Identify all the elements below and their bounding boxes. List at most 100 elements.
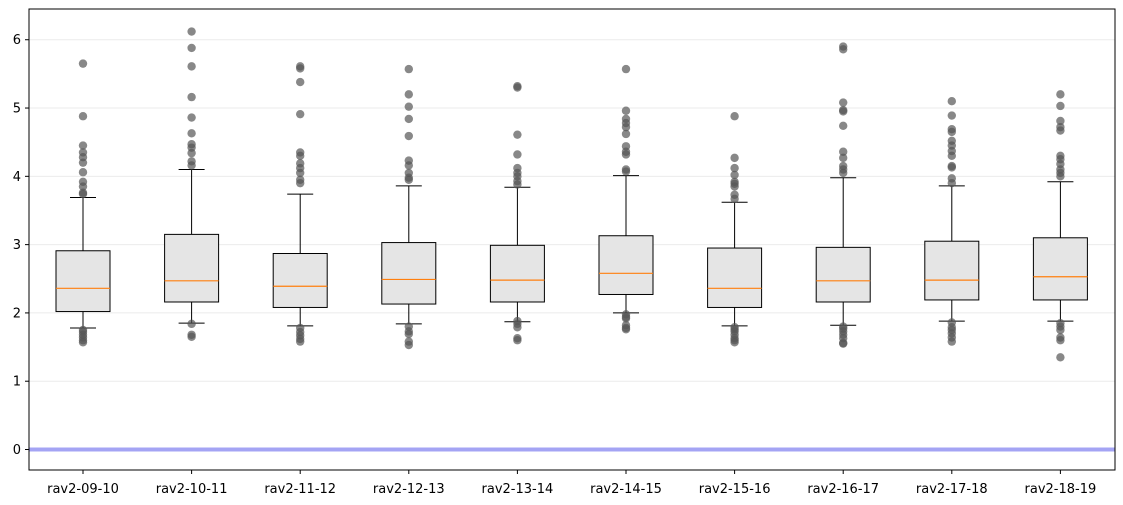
outlier-point xyxy=(78,338,88,347)
outlier-point xyxy=(621,167,631,176)
y-tick-label: 0 xyxy=(13,443,21,458)
box-group xyxy=(381,64,437,350)
outlier-point xyxy=(1056,116,1065,126)
outlier-point xyxy=(78,189,88,199)
outlier-point xyxy=(187,161,196,170)
box-iqr xyxy=(1032,237,1088,301)
outlier-point xyxy=(1056,325,1065,335)
x-tick-label: rav2-11-12 xyxy=(264,482,336,497)
outlier-point xyxy=(947,163,956,172)
box-iqr xyxy=(489,244,545,303)
y-tick-label: 6 xyxy=(13,33,21,48)
outlier-point xyxy=(404,340,413,350)
outlier-point xyxy=(296,109,305,119)
outlier-point xyxy=(730,153,739,163)
outlier-point xyxy=(839,339,848,348)
outlier-point xyxy=(513,150,522,159)
outlier-point xyxy=(947,178,956,188)
box-group xyxy=(272,62,328,346)
y-tick-label: 3 xyxy=(13,238,21,253)
outlier-point xyxy=(947,111,956,120)
outlier-point xyxy=(404,102,413,111)
outlier-point xyxy=(78,59,88,68)
box-group xyxy=(164,27,220,342)
outlier-point xyxy=(1056,90,1065,99)
box-iqr xyxy=(924,240,980,301)
outlier-point xyxy=(187,148,196,158)
outlier-point xyxy=(78,168,88,177)
x-tick-label: rav2-14-15 xyxy=(590,482,662,497)
outlier-point xyxy=(621,64,631,74)
outlier-point xyxy=(1056,126,1065,135)
outlier-point xyxy=(404,161,413,170)
box-iqr xyxy=(815,246,871,303)
outlier-point xyxy=(730,182,739,191)
outlier-point xyxy=(187,92,196,102)
box-group xyxy=(598,64,654,334)
outlier-point xyxy=(730,170,739,180)
outlier-point xyxy=(947,151,956,161)
outlier-point xyxy=(296,77,305,87)
outlier-point xyxy=(296,337,305,346)
outlier-point xyxy=(296,64,305,73)
outlier-point xyxy=(730,112,739,121)
y-tick-label: 2 xyxy=(13,306,21,321)
outlier-point xyxy=(296,168,305,178)
box-group xyxy=(707,112,763,347)
outlier-point xyxy=(296,151,305,161)
outlier-point xyxy=(78,182,88,191)
x-tick-label: rav2-15-16 xyxy=(699,482,771,497)
outlier-point xyxy=(621,122,631,132)
outlier-point xyxy=(513,130,522,139)
axes: 0 1 2 3 4 5 6 rav2-09-10 rav2-10-11 rav2-11-12 rav… xyxy=(13,8,1116,497)
outlier-point xyxy=(621,150,631,159)
box-iqr xyxy=(707,247,763,308)
outlier-point xyxy=(513,323,522,332)
x-tick-label: rav2-17-18 xyxy=(916,482,988,497)
outlier-point xyxy=(839,121,848,130)
outlier-point xyxy=(947,337,956,346)
outlier-point xyxy=(839,45,848,54)
box-group xyxy=(489,81,545,345)
outlier-point xyxy=(78,112,88,121)
x-tick-label: rav2-12-13 xyxy=(373,482,445,497)
plot-frame xyxy=(28,8,1116,471)
outlier-point xyxy=(1056,353,1065,362)
outlier-point xyxy=(187,332,196,342)
outlier-point xyxy=(730,338,739,347)
x-tick-label: rav2-16-17 xyxy=(807,482,879,497)
box-group xyxy=(924,97,980,346)
outlier-point xyxy=(1056,101,1065,111)
boxes-layer xyxy=(55,27,1088,362)
box-group xyxy=(55,59,111,347)
outlier-point xyxy=(839,153,848,163)
outlier-point xyxy=(1056,172,1065,181)
x-tick-label: rav2-13-14 xyxy=(482,482,554,497)
box-iqr xyxy=(164,233,220,303)
y-tick-label: 1 xyxy=(13,375,21,390)
y-tick-label: 4 xyxy=(13,170,21,185)
x-tick-label: rav2-09-10 xyxy=(47,482,119,497)
outlier-point xyxy=(730,194,739,204)
outlier-point xyxy=(187,27,196,36)
outlier-point xyxy=(187,43,196,53)
outlier-point xyxy=(404,90,413,99)
outlier-point xyxy=(621,325,631,334)
outlier-point xyxy=(296,178,305,188)
box-iqr xyxy=(381,242,437,305)
outlier-point xyxy=(947,127,956,137)
outlier-point xyxy=(621,106,631,115)
outlier-point xyxy=(513,83,522,92)
box-group xyxy=(815,42,871,348)
outlier-point xyxy=(187,319,196,329)
outlier-point xyxy=(404,329,413,339)
outlier-point xyxy=(947,97,956,106)
box-iqr xyxy=(272,253,328,308)
outlier-point xyxy=(187,113,196,122)
outlier-point xyxy=(404,64,413,74)
outlier-point xyxy=(78,141,88,150)
outlier-point xyxy=(513,336,522,345)
x-tick-label: rav2-10-11 xyxy=(156,482,228,497)
outlier-point xyxy=(404,114,413,124)
